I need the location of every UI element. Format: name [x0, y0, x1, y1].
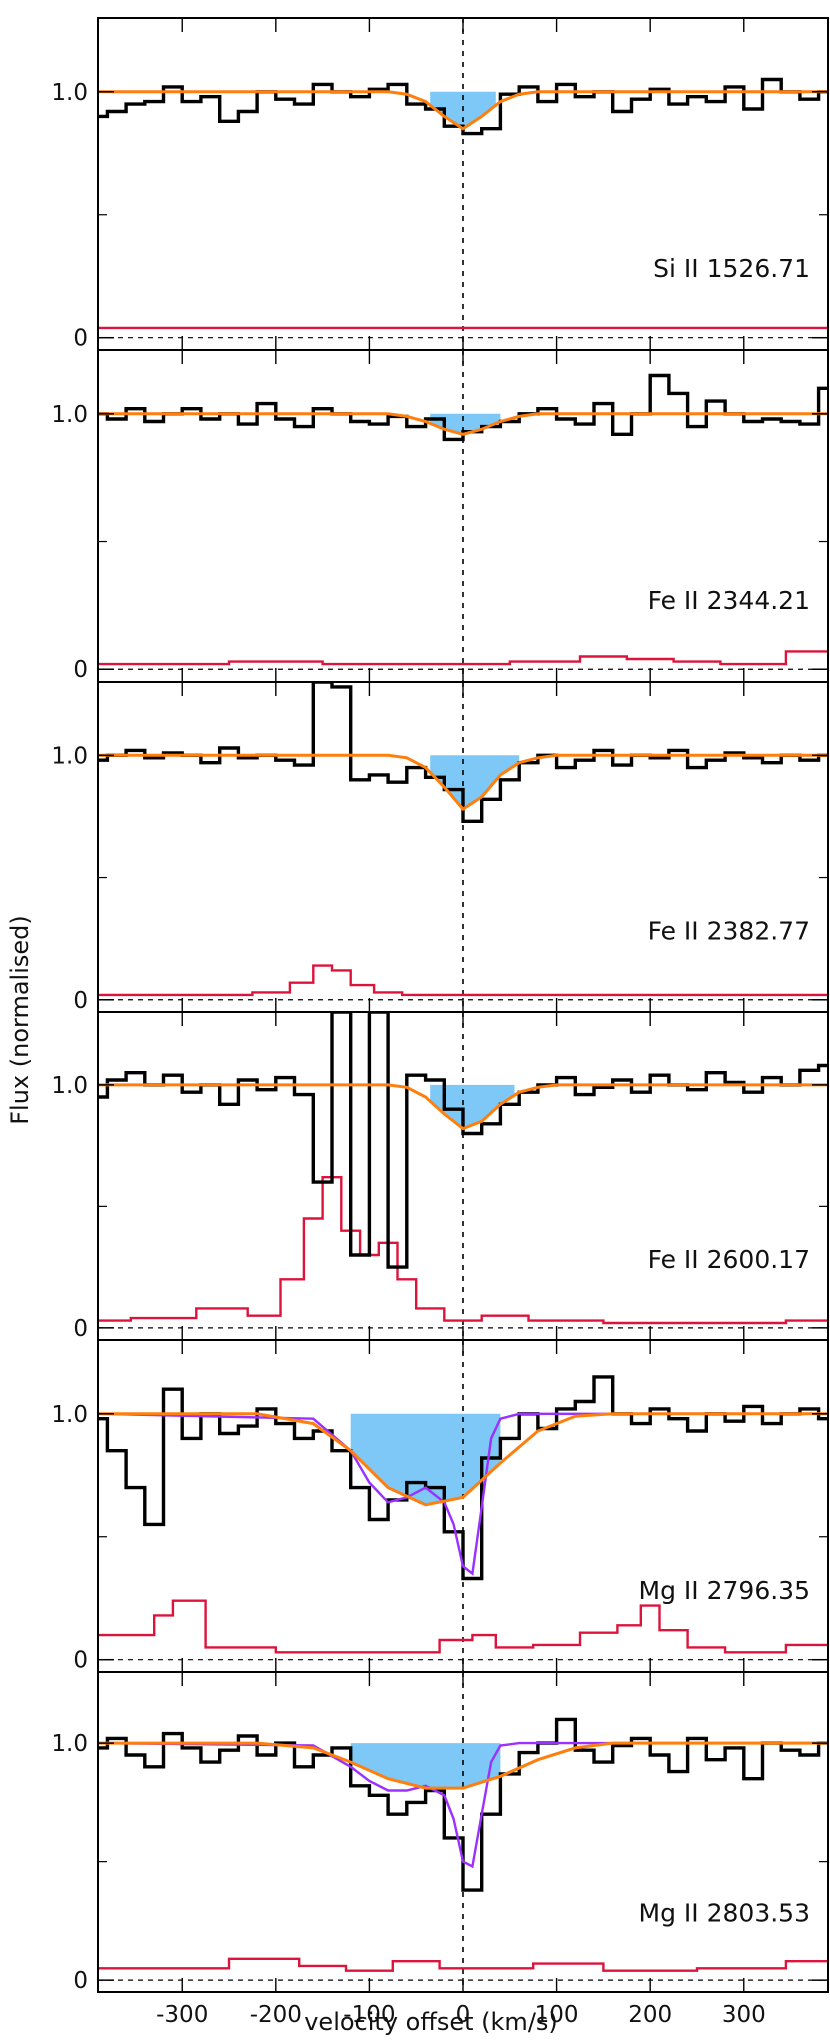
panel-2-ytick-label-1: 1.0 [51, 743, 88, 769]
panel-3: 0 1.0 Fe II 2600.17 [51, 1011, 829, 1342]
xtick-label-1: -200 [250, 2002, 302, 2028]
panel-2-plot-area [98, 682, 828, 1012]
panel-4-ytick-label-1: 1.0 [51, 1402, 88, 1428]
panel-1-fit-line [98, 412, 828, 436]
panel-2-fit-line [98, 753, 828, 812]
panel-3-flux-spectrum [98, 1012, 828, 1269]
panel-4-plot-area [98, 1340, 828, 1672]
panel-1-plot-area [98, 350, 828, 682]
panel-2-error-spectrum [98, 964, 828, 997]
panel-3-fit-line [98, 1083, 828, 1131]
panel-1-ytick-label-0: 0 [73, 657, 88, 683]
x-axis: -300 -200 -100 0 100 200 300 [156, 2002, 766, 2028]
panel-4-ytick-label-0: 0 [73, 1648, 88, 1674]
panel-4-error-spectrum [98, 1599, 828, 1654]
x-axis-label: velocity offset (km/s) [304, 2008, 558, 2036]
xtick-label-5: 200 [628, 2002, 672, 2028]
panel-5-ytick-label-0: 0 [73, 1968, 88, 1994]
panel-2: 0 1.0 Fe II 2382.77 [51, 681, 829, 1014]
panel-1-error-spectrum [98, 650, 828, 666]
panel-3-error-spectrum [98, 1176, 828, 1325]
panel-0-fit-line [98, 90, 828, 131]
panel-4: 0 1.0 Mg II 2796.35 [51, 1339, 829, 1674]
panel-4-label: Mg II 2796.35 [639, 1576, 810, 1605]
panel-2-flux-spectrum [98, 682, 828, 823]
panel-1-ytick-label-1: 1.0 [51, 402, 88, 428]
panel-5-plot-area [98, 1672, 828, 1992]
panel-3-ytick-label-1: 1.0 [51, 1073, 88, 1099]
panel-5-label: Mg II 2803.53 [639, 1899, 810, 1928]
panel-4-fit-line [98, 1412, 828, 1507]
panel-5-fit-line [98, 1741, 828, 1790]
panel-1: 0 1.0 Fe II 2344.21 [51, 349, 829, 683]
y-axis-label: Flux (normalised) [6, 915, 34, 1125]
panel-0-ytick-label-1: 1.0 [51, 80, 88, 106]
xtick-label-0: -300 [156, 2002, 208, 2028]
panel-0-label: Si II 1526.71 [653, 254, 810, 283]
xtick-label-4: 100 [535, 2002, 579, 2028]
xtick-label-2: -100 [343, 2002, 395, 2028]
panel-0-plot-area [98, 18, 828, 350]
panel-1-label: Fe II 2344.21 [648, 586, 810, 615]
panel-5-absorption-fill [350, 1743, 501, 1789]
panel-0-ytick-label-0: 0 [73, 326, 88, 352]
panel-3-plot-area [98, 1012, 828, 1340]
panel-4-component-fit [98, 1412, 828, 1576]
panel-2-ytick-label-0: 0 [73, 988, 88, 1014]
panel-3-label: Fe II 2600.17 [648, 1245, 810, 1274]
xtick-label-3: 0 [456, 2002, 471, 2028]
panel-5-ytick-label-1: 1.0 [51, 1731, 88, 1757]
panels-group: 0 1.0 Si II 1526.71 0 1.0 Fe II 2344.21 0 1.0 Fe… [51, 17, 829, 1994]
panel-4-absorption-fill [350, 1413, 501, 1505]
panel-2-label: Fe II 2382.77 [648, 916, 810, 945]
xtick-label-6: 300 [722, 2002, 766, 2028]
panel-3-ytick-label-0: 0 [73, 1316, 88, 1342]
panel-5-error-spectrum [98, 1957, 828, 1972]
panel-5-component-fit [98, 1741, 828, 1869]
panel-5: 0 1.0 Mg II 2803.53 [51, 1671, 829, 1994]
panel-0: 0 1.0 Si II 1526.71 [51, 17, 829, 352]
panel-5-flux-spectrum [98, 1717, 828, 1892]
